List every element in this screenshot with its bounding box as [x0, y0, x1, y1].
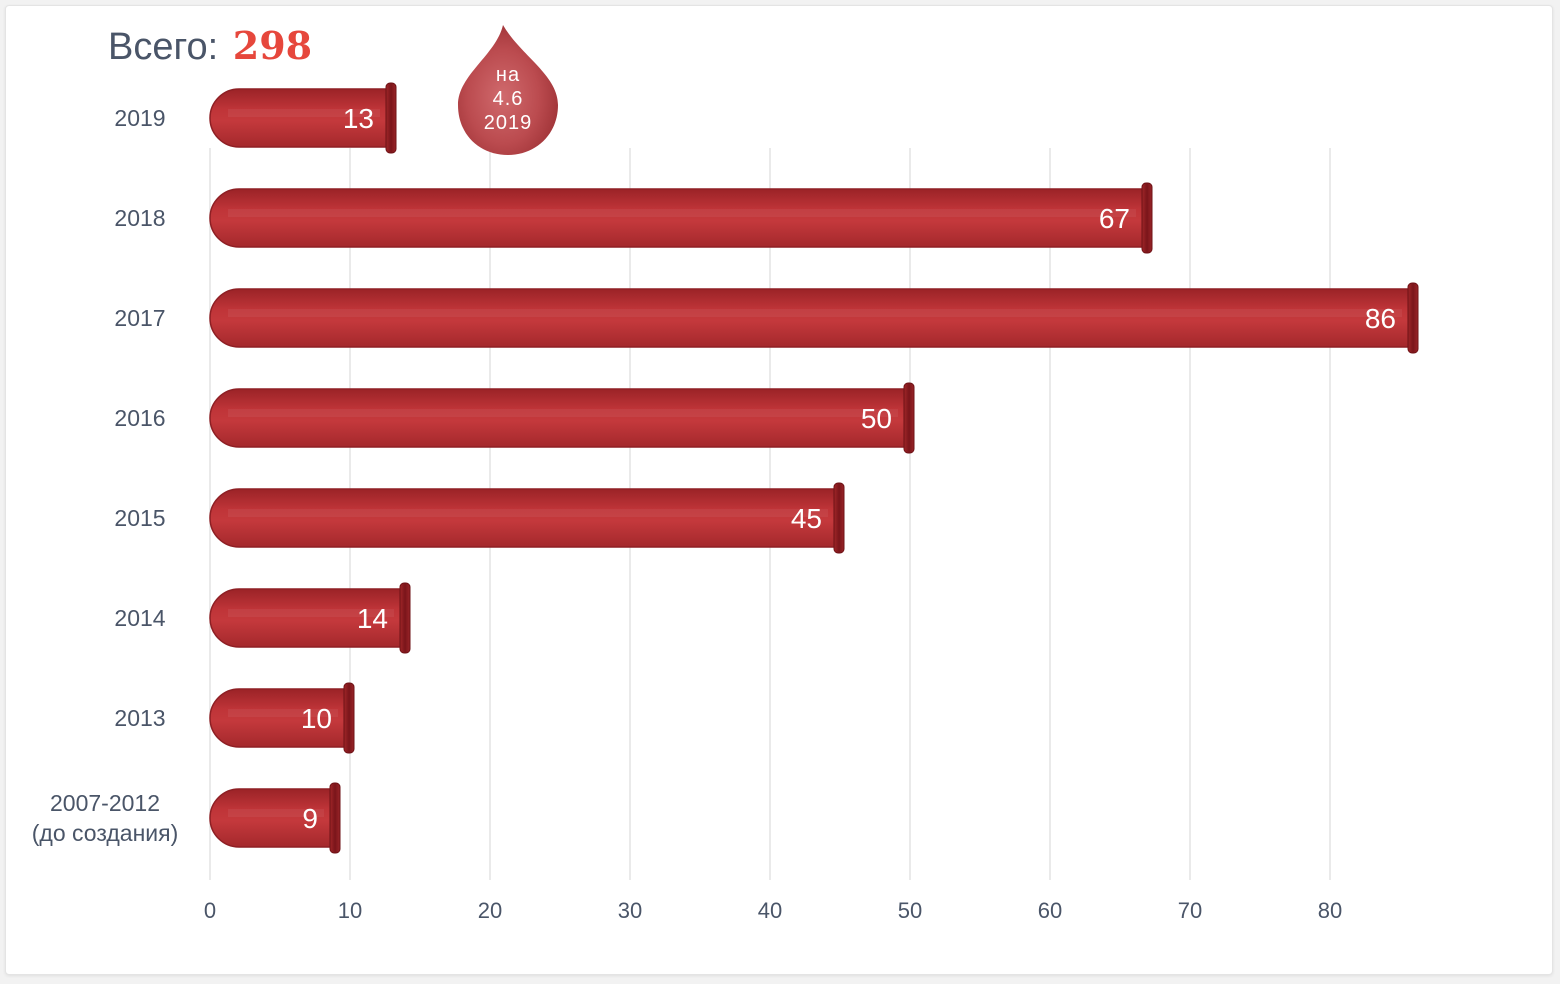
badge-line-1: на [495, 64, 521, 86]
y-category-label: 2018 [114, 205, 165, 231]
bar: 13 [209, 82, 397, 154]
badge-line-3: 2019 [483, 112, 533, 134]
bar-cap [833, 482, 845, 554]
bar-highlight [228, 809, 324, 817]
bar-cap [385, 82, 397, 154]
x-tick-label: 80 [1318, 898, 1342, 923]
badge-line-2: 4.6 [492, 88, 524, 110]
x-axis-ticks: 0 10 20 30 40 50 60 70 80 [204, 898, 1342, 923]
bar-value-label: 50 [861, 403, 892, 434]
y-category-label: 2019 [114, 105, 165, 131]
bar-highlight [228, 609, 394, 617]
bar-highlight [228, 409, 898, 417]
bar: 50 [209, 382, 915, 454]
bar-value-label: 14 [357, 603, 388, 634]
total-heading: Всего: 298 [108, 22, 312, 71]
y-category-label: 2015 [114, 505, 165, 531]
x-tick-label: 20 [478, 898, 502, 923]
y-category-label: 2014 [114, 605, 165, 631]
x-tick-label: 50 [898, 898, 922, 923]
bar-highlight [228, 509, 828, 517]
bar-value-label: 10 [301, 703, 332, 734]
x-tick-label: 40 [758, 898, 782, 923]
bar-body [209, 88, 393, 148]
x-tick-label: 30 [618, 898, 642, 923]
total-label: Всего: [108, 26, 219, 68]
bar-body [209, 188, 1149, 248]
bar-cap [903, 382, 915, 454]
drop-badge-shape [458, 25, 558, 155]
x-tick-label: 60 [1038, 898, 1062, 923]
bar-highlight [228, 709, 338, 717]
bar-body [209, 488, 841, 548]
bar: 67 [209, 182, 1153, 254]
x-tick-label: 0 [204, 898, 216, 923]
bar-highlight [228, 109, 380, 117]
bar-body [209, 688, 351, 748]
bar-cap [343, 682, 355, 754]
bar-value-label: 13 [343, 103, 374, 134]
bar-cap [329, 782, 341, 854]
bar-value-label: 67 [1099, 203, 1130, 234]
bars: 13 67 86 50 45 14 10 9 [209, 82, 1419, 854]
bar-value-label: 9 [302, 803, 318, 834]
bar-body [209, 388, 911, 448]
bar-body [209, 288, 1415, 348]
bar: 86 [209, 282, 1419, 354]
y-category-label: 2016 [114, 405, 165, 431]
bar: 14 [209, 582, 411, 654]
bar-highlight [228, 209, 1136, 217]
bar-value-label: 86 [1365, 303, 1396, 334]
y-category-label: 2007-2012 (до создания) [32, 790, 178, 846]
bar-body [209, 588, 407, 648]
x-tick-label: 70 [1178, 898, 1202, 923]
bar-cap [1141, 182, 1153, 254]
y-category-label: 2017 [114, 305, 165, 331]
x-tick-label: 10 [338, 898, 362, 923]
bar-value-label: 45 [791, 503, 822, 534]
bar-cap [399, 582, 411, 654]
bar-body [209, 788, 337, 848]
bar-highlight [228, 309, 1402, 317]
total-value: 298 [232, 23, 313, 68]
bar: 45 [209, 482, 845, 554]
date-badge: на 4.6 2019 [458, 63, 558, 135]
bar: 10 [209, 682, 355, 754]
bar-cap [1407, 282, 1419, 354]
y-category-label: 2013 [114, 705, 165, 731]
bar: 9 [209, 782, 341, 854]
y-axis-categories: 2019 2018 2017 2016 2015 2014 2013 2007-2012 (до… [32, 105, 178, 846]
